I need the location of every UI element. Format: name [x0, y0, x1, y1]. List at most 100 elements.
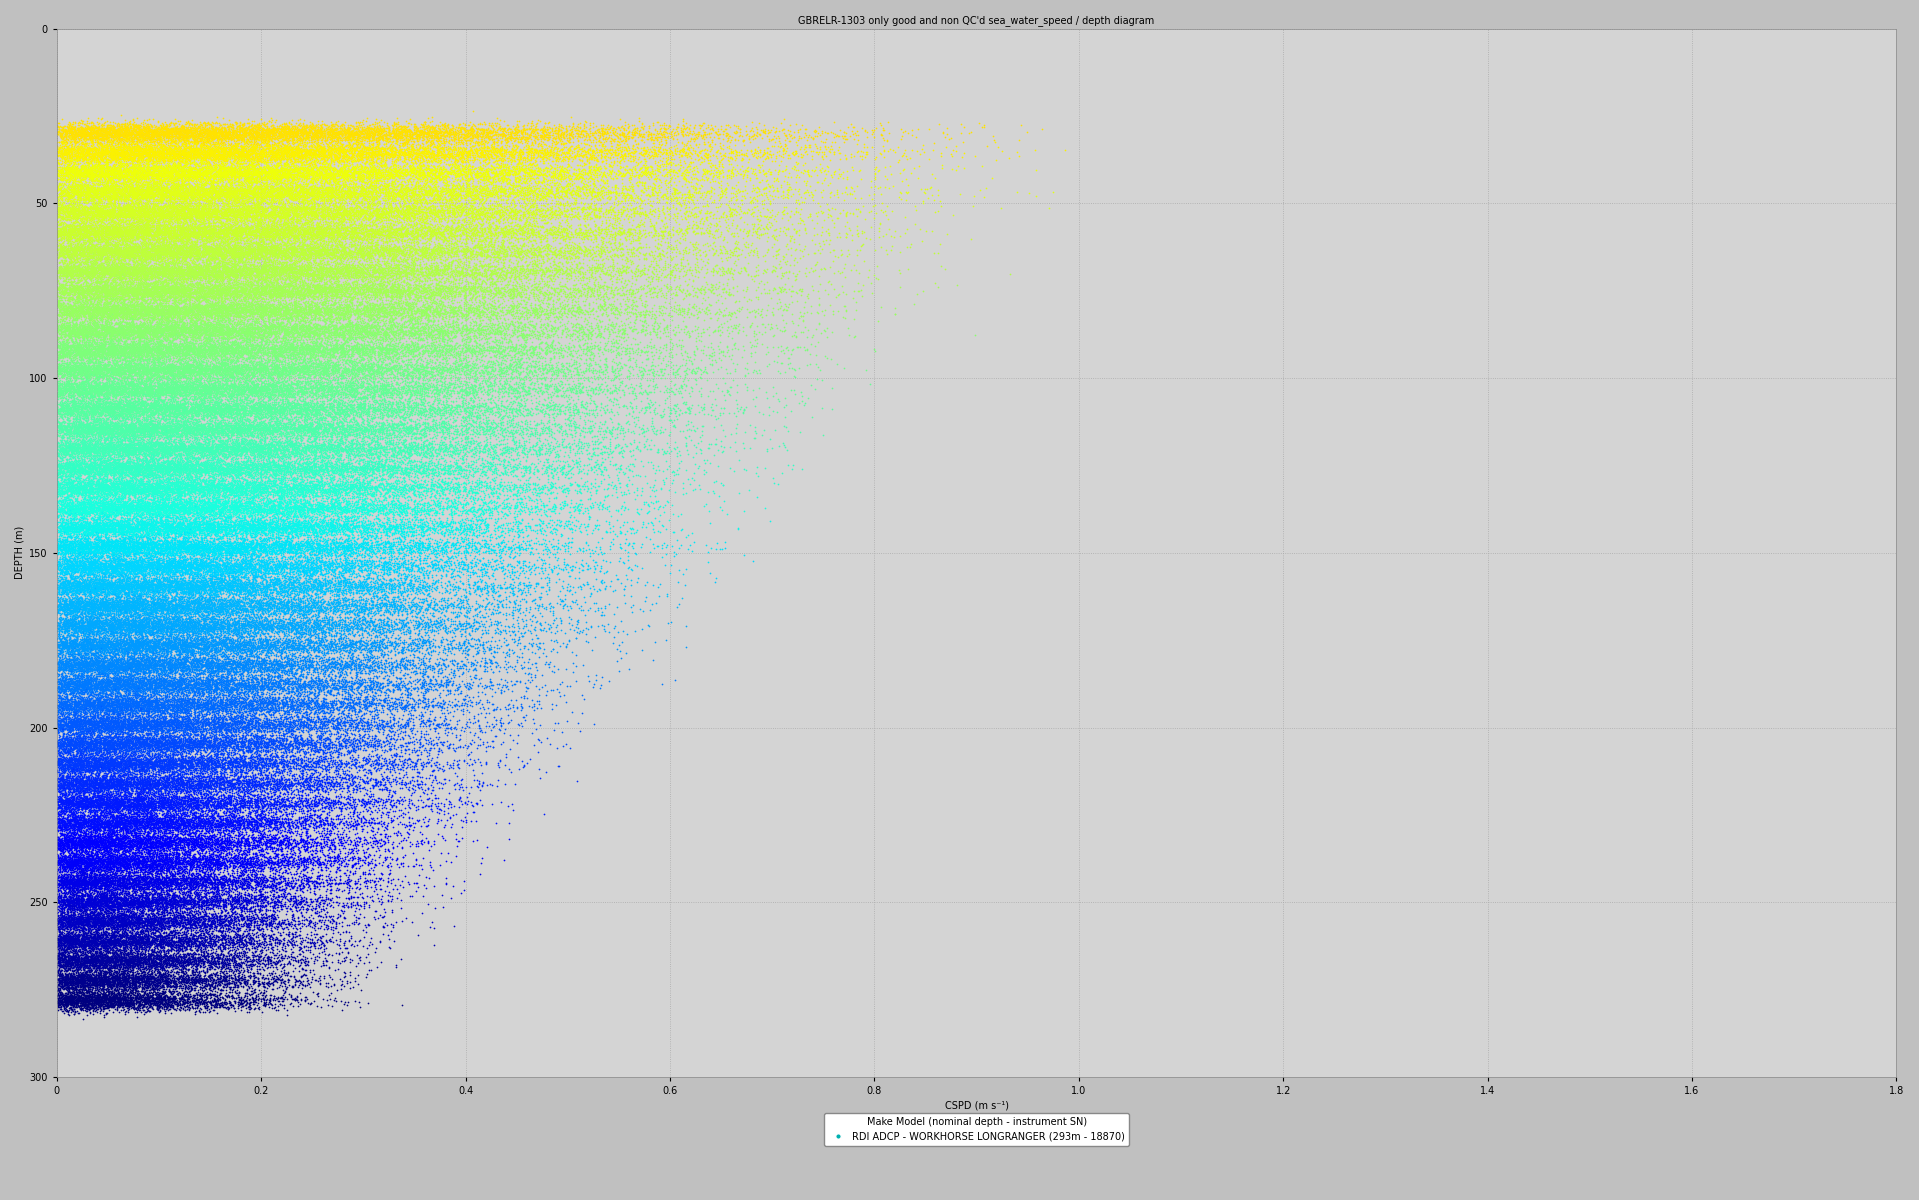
- Point: [115, 479, 146, 498]
- Point: [79, 223, 109, 242]
- Point: [340, 119, 370, 138]
- Point: [81, 682, 111, 701]
- Point: [67, 160, 98, 179]
- Point: [79, 875, 109, 894]
- Point: [73, 948, 104, 967]
- Point: [98, 494, 129, 514]
- Point: [175, 338, 205, 358]
- Point: [470, 596, 501, 616]
- Point: [90, 652, 121, 671]
- Point: [150, 856, 180, 875]
- Point: [380, 732, 411, 751]
- Point: [221, 265, 251, 284]
- Point: [140, 484, 171, 503]
- Point: [167, 848, 198, 868]
- Point: [98, 821, 129, 840]
- Point: [472, 451, 503, 470]
- Point: [326, 398, 357, 418]
- Point: [361, 704, 391, 724]
- Point: [386, 464, 416, 484]
- Point: [171, 716, 201, 736]
- Point: [441, 263, 472, 282]
- Point: [86, 254, 117, 274]
- Point: [59, 988, 90, 1007]
- Point: [345, 181, 376, 200]
- Point: [90, 556, 121, 575]
- Point: [134, 956, 165, 976]
- Point: [169, 794, 200, 814]
- Point: [161, 124, 192, 143]
- Point: [219, 418, 249, 437]
- Point: [127, 524, 157, 544]
- Point: [198, 452, 228, 472]
- Point: [439, 542, 470, 562]
- Point: [157, 600, 188, 619]
- Point: [161, 498, 192, 517]
- Point: [44, 594, 75, 613]
- Point: [315, 796, 345, 815]
- Point: [196, 139, 226, 158]
- Point: [161, 941, 192, 960]
- Point: [259, 420, 290, 439]
- Point: [65, 905, 96, 924]
- Point: [345, 560, 376, 580]
- Point: [589, 292, 620, 311]
- Point: [94, 384, 125, 403]
- Point: [200, 344, 230, 364]
- Point: [601, 307, 631, 326]
- Point: [278, 244, 309, 263]
- Point: [257, 503, 288, 522]
- Point: [230, 583, 261, 602]
- Point: [255, 746, 286, 766]
- Point: [280, 634, 311, 653]
- Point: [311, 607, 342, 626]
- Point: [319, 446, 349, 466]
- Point: [228, 212, 259, 232]
- Point: [205, 905, 236, 924]
- Point: [92, 952, 123, 971]
- Point: [52, 373, 83, 392]
- Point: [309, 421, 340, 440]
- Point: [67, 391, 98, 410]
- Point: [186, 124, 217, 143]
- Point: [203, 948, 234, 967]
- Point: [438, 119, 468, 138]
- Point: [409, 358, 439, 377]
- Point: [399, 755, 430, 774]
- Point: [401, 299, 432, 318]
- Point: [165, 750, 196, 769]
- Point: [303, 360, 334, 379]
- Point: [134, 688, 165, 707]
- Point: [127, 304, 157, 323]
- Point: [125, 718, 155, 737]
- Point: [94, 316, 125, 335]
- Point: [453, 535, 484, 554]
- Point: [75, 312, 106, 331]
- Point: [58, 914, 88, 934]
- Point: [46, 263, 77, 282]
- Point: [88, 305, 119, 324]
- Point: [54, 317, 84, 336]
- Point: [59, 934, 90, 953]
- Point: [357, 593, 388, 612]
- Point: [65, 442, 96, 461]
- Point: [75, 472, 106, 491]
- Point: [361, 674, 391, 694]
- Point: [88, 499, 119, 518]
- Point: [305, 838, 336, 857]
- Point: [497, 140, 528, 160]
- Point: [434, 522, 464, 541]
- Point: [132, 499, 163, 518]
- Point: [322, 730, 353, 749]
- Point: [88, 378, 119, 397]
- Point: [161, 583, 192, 602]
- Point: [157, 462, 188, 481]
- Point: [464, 208, 495, 227]
- Point: [50, 187, 81, 206]
- Point: [330, 200, 361, 220]
- Point: [226, 788, 257, 808]
- Point: [184, 896, 215, 916]
- Point: [192, 390, 223, 409]
- Point: [240, 834, 271, 853]
- Point: [88, 260, 119, 280]
